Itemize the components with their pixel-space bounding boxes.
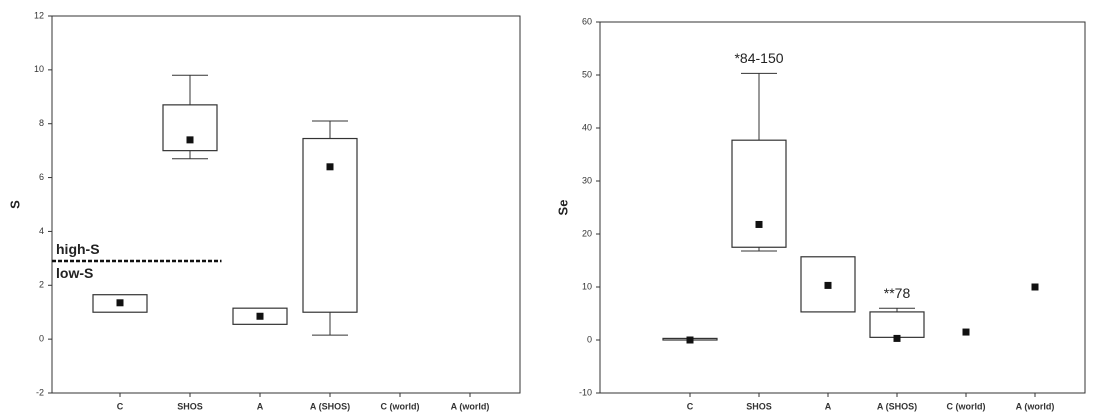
- x-tick-label: A (SHOS): [877, 401, 917, 411]
- x-tick-label: A (world): [1016, 401, 1055, 411]
- box: [162, 104, 218, 152]
- annotation: *84-150: [734, 50, 783, 66]
- x-tick-label: C (world): [947, 401, 986, 411]
- box: [302, 137, 358, 313]
- y-tick-label: 6: [39, 172, 44, 182]
- y-tick-label: 8: [39, 118, 44, 128]
- y-tick-label: 12: [34, 10, 44, 20]
- y-tick-label: 50: [582, 69, 592, 79]
- plot-frame: [599, 21, 1086, 394]
- y-tick-label: 40: [582, 122, 592, 132]
- y-axis-label: S: [7, 200, 22, 209]
- center-point: [824, 281, 832, 289]
- y-tick-label: 10: [34, 64, 44, 74]
- reference-label-below: low-S: [56, 265, 93, 281]
- x-tick-label: A: [257, 401, 264, 411]
- box: [800, 256, 856, 313]
- center-point: [962, 328, 970, 336]
- x-tick-label: A (SHOS): [310, 401, 350, 411]
- y-tick-label: 0: [39, 334, 44, 344]
- y-tick-label: 10: [582, 281, 592, 291]
- y-axis-label: Se: [555, 200, 570, 216]
- y-tick-label: 30: [582, 175, 592, 185]
- y-tick-label: 2: [39, 280, 44, 290]
- x-tick-label: C: [687, 401, 694, 411]
- x-tick-label: A (world): [451, 401, 490, 411]
- center-point: [186, 136, 194, 144]
- y-tick-label: 0: [587, 334, 592, 344]
- x-tick-label: A: [825, 401, 832, 411]
- center-point: [686, 336, 694, 344]
- box: [869, 311, 925, 338]
- center-point: [326, 163, 334, 171]
- x-tick-label: SHOS: [177, 401, 203, 411]
- y-tick-label: 20: [582, 228, 592, 238]
- y-tick-label: -2: [36, 387, 44, 397]
- box: [731, 139, 787, 248]
- center-point: [755, 220, 763, 228]
- center-point: [893, 334, 901, 342]
- y-tick-label: 4: [39, 226, 44, 236]
- box: [232, 307, 288, 325]
- center-point: [116, 299, 124, 307]
- y-tick-label: -10: [579, 387, 592, 397]
- reference-label-above: high-S: [56, 241, 100, 257]
- box: [92, 294, 148, 313]
- plot-frame: [51, 15, 521, 394]
- annotation: **78: [884, 285, 911, 301]
- x-tick-label: C (world): [381, 401, 420, 411]
- center-point: [256, 312, 264, 320]
- center-point: [1031, 283, 1039, 291]
- x-tick-label: SHOS: [746, 401, 772, 411]
- y-tick-label: 60: [582, 16, 592, 26]
- x-tick-label: C: [117, 401, 124, 411]
